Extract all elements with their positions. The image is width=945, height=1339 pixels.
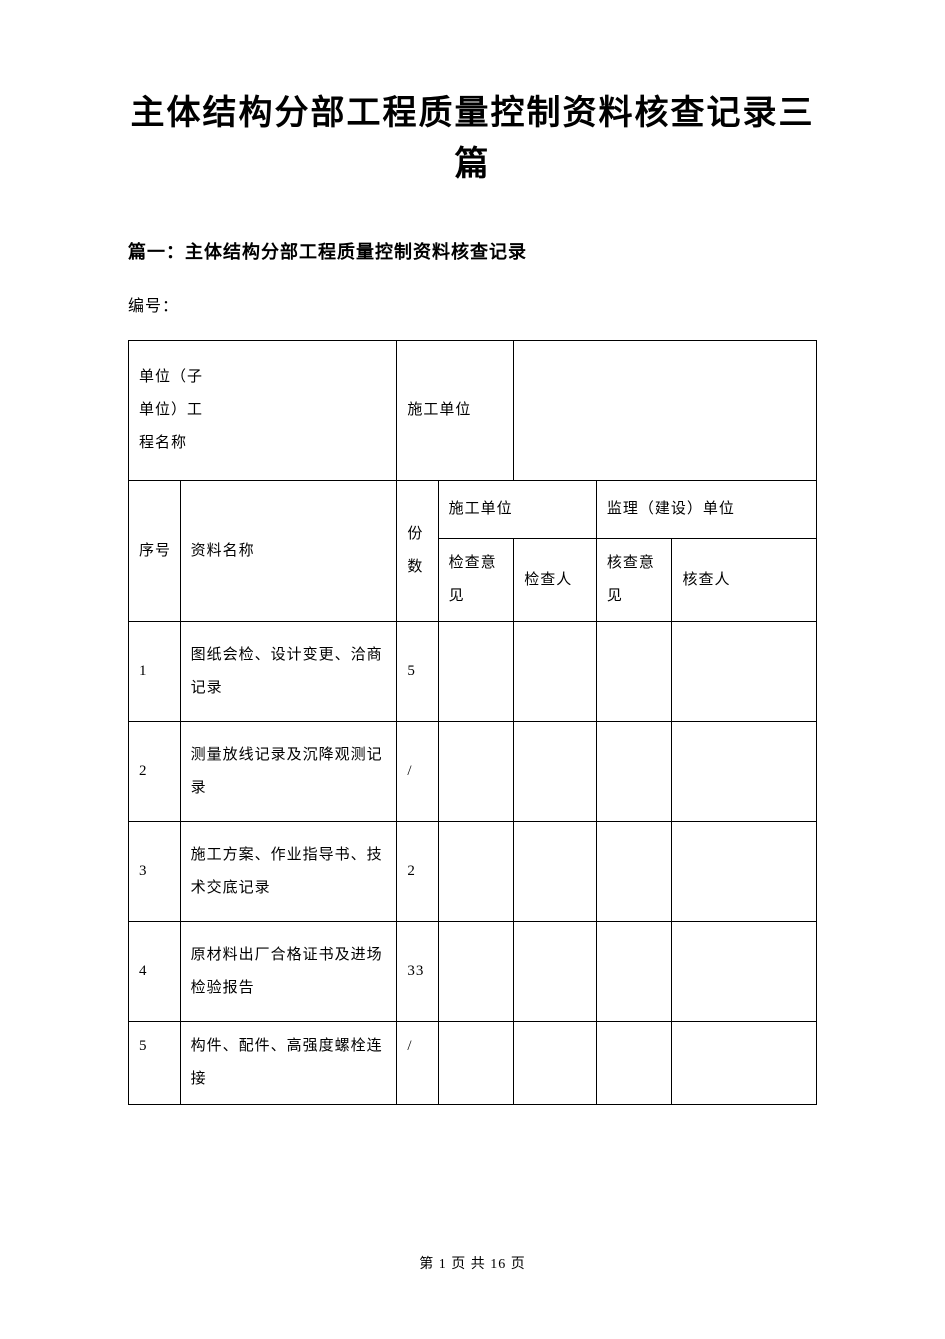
cell-verify-opinion bbox=[596, 622, 672, 722]
cell-name: 图纸会检、设计变更、洽商记录 bbox=[180, 622, 397, 722]
cell-check-person bbox=[514, 922, 597, 1022]
serial-number-label: 编号： bbox=[128, 292, 817, 316]
col-verify-person: 核查人 bbox=[672, 539, 817, 622]
cell-copies: / bbox=[397, 1022, 438, 1105]
cell-check-person bbox=[514, 722, 597, 822]
cell-seq: 1 bbox=[129, 622, 181, 722]
cell-verify-opinion bbox=[596, 822, 672, 922]
table-row: 3 施工方案、作业指导书、技术交底记录 2 bbox=[129, 822, 817, 922]
cell-copies: / bbox=[397, 722, 438, 822]
cell-name: 构件、配件、高强度螺栓连接 bbox=[180, 1022, 397, 1105]
cell-seq: 4 bbox=[129, 922, 181, 1022]
cell-check-opinion bbox=[438, 1022, 514, 1105]
cell-seq: 2 bbox=[129, 722, 181, 822]
cell-check-opinion bbox=[438, 822, 514, 922]
cell-check-opinion bbox=[438, 622, 514, 722]
col-verify-opinion: 核查意见 bbox=[596, 539, 672, 622]
cell-verify-person bbox=[672, 622, 817, 722]
cell-copies: 5 bbox=[397, 622, 438, 722]
page-title: 主体结构分部工程质量控制资料核查记录三篇 bbox=[128, 88, 817, 190]
cell-verify-person bbox=[672, 822, 817, 922]
cell-check-opinion bbox=[438, 722, 514, 822]
inspection-table: 单位（子单位）工程名称 施工单位 序号 资料名称 份数 施工单位 监理（建设）单… bbox=[128, 340, 817, 1105]
col-construction-unit: 施工单位 bbox=[438, 481, 596, 539]
cell-verify-person bbox=[672, 922, 817, 1022]
cell-name: 施工方案、作业指导书、技术交底记录 bbox=[180, 822, 397, 922]
cell-seq: 3 bbox=[129, 822, 181, 922]
table-row: 1 图纸会检、设计变更、洽商记录 5 bbox=[129, 622, 817, 722]
table-row: 4 原材料出厂合格证书及进场检验报告 33 bbox=[129, 922, 817, 1022]
col-material-name: 资料名称 bbox=[180, 481, 397, 622]
col-supervision-unit: 监理（建设）单位 bbox=[596, 481, 816, 539]
construction-unit-value bbox=[514, 341, 817, 481]
unit-project-name-label: 单位（子单位）工程名称 bbox=[129, 341, 397, 481]
cell-check-person bbox=[514, 1022, 597, 1105]
page-footer: 第 1 页 共 16 页 bbox=[0, 1253, 945, 1273]
cell-seq: 5 bbox=[129, 1022, 181, 1105]
section-subtitle: 篇一：主体结构分部工程质量控制资料核查记录 bbox=[128, 238, 817, 264]
cell-name: 测量放线记录及沉降观测记录 bbox=[180, 722, 397, 822]
table-row: 5 构件、配件、高强度螺栓连接 / bbox=[129, 1022, 817, 1105]
cell-verify-opinion bbox=[596, 922, 672, 1022]
info-row: 单位（子单位）工程名称 施工单位 bbox=[129, 341, 817, 481]
cell-name: 原材料出厂合格证书及进场检验报告 bbox=[180, 922, 397, 1022]
construction-unit-label: 施工单位 bbox=[397, 341, 514, 481]
cell-copies: 33 bbox=[397, 922, 438, 1022]
cell-verify-opinion bbox=[596, 1022, 672, 1105]
cell-check-person bbox=[514, 622, 597, 722]
table-row: 2 测量放线记录及沉降观测记录 / bbox=[129, 722, 817, 822]
cell-verify-opinion bbox=[596, 722, 672, 822]
cell-check-person bbox=[514, 822, 597, 922]
cell-verify-person bbox=[672, 722, 817, 822]
table-header-row-1: 序号 资料名称 份数 施工单位 监理（建设）单位 bbox=[129, 481, 817, 539]
cell-verify-person bbox=[672, 1022, 817, 1105]
cell-copies: 2 bbox=[397, 822, 438, 922]
cell-check-opinion bbox=[438, 922, 514, 1022]
col-seq: 序号 bbox=[129, 481, 181, 622]
col-check-opinion: 检查意见 bbox=[438, 539, 514, 622]
col-copies: 份数 bbox=[397, 481, 438, 622]
col-check-person: 检查人 bbox=[514, 539, 597, 622]
